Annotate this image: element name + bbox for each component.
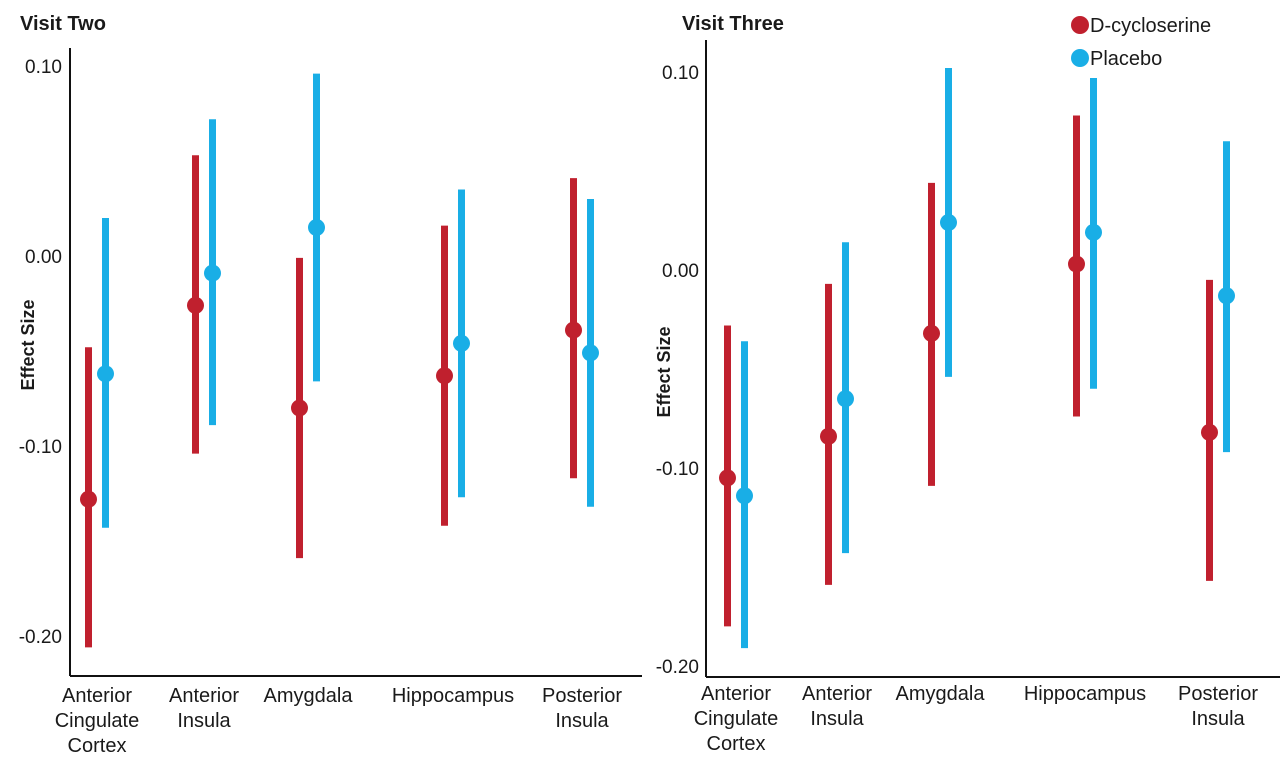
- data-point-dcycloserine: [291, 399, 308, 417]
- y-axis-label: Effect Size: [18, 299, 38, 390]
- data-point-dcycloserine: [80, 490, 97, 508]
- chart-panel-1: Visit Two Effect Size 0.10 0.00 -0.10 -0.20 An…: [18, 13, 642, 757]
- x-category-label: Posterior Insula: [542, 685, 622, 732]
- legend-marker: [1071, 16, 1089, 34]
- x-category-label: Anterior Cingulate Cortex: [55, 685, 140, 757]
- data-point-placebo: [1218, 287, 1235, 305]
- data-point-dcycloserine: [1068, 255, 1085, 273]
- data-point-dcycloserine: [187, 296, 204, 314]
- y-tick-label: 0.10: [662, 63, 699, 84]
- data-point-placebo: [1085, 223, 1102, 241]
- chart-title: Visit Three: [682, 13, 784, 35]
- x-category-label: Anterior Cingulate Cortex: [694, 683, 779, 755]
- legend-marker: [1071, 49, 1089, 67]
- data-point-placebo: [582, 344, 599, 362]
- y-tick-label: -0.20: [656, 657, 699, 678]
- legend-label: Placebo: [1090, 48, 1162, 70]
- data-point-dcycloserine: [1201, 423, 1218, 441]
- legend: D-cycloserine Placebo: [1071, 15, 1211, 70]
- x-category-label: Hippocampus: [1024, 683, 1146, 705]
- chart-title: Visit Two: [20, 13, 106, 35]
- y-tick-label: -0.20: [19, 627, 62, 648]
- data-point-dcycloserine: [719, 469, 736, 487]
- x-category-label: Amygdala: [264, 685, 354, 707]
- chart-panel-2: Visit Three Effect Size 0.10 0.00 -0.10 -0.20…: [654, 13, 1280, 755]
- legend-label: D-cycloserine: [1090, 15, 1211, 37]
- y-tick-label: 0.00: [662, 261, 699, 282]
- data-point-placebo: [97, 365, 114, 383]
- data-point-placebo: [736, 487, 753, 505]
- data-point-placebo: [453, 334, 470, 352]
- x-category-label: Hippocampus: [392, 685, 514, 707]
- data-point-placebo: [837, 390, 854, 408]
- x-category-label: Anterior Insula: [802, 683, 872, 730]
- data-point-dcycloserine: [820, 427, 837, 445]
- data-point-placebo: [204, 264, 221, 282]
- x-category-label: Posterior Insula: [1178, 683, 1258, 730]
- data-point-placebo: [308, 219, 325, 236]
- data-point-dcycloserine: [923, 324, 940, 342]
- y-axis-label: Effect Size: [654, 326, 674, 417]
- x-category-label: Amygdala: [896, 683, 986, 705]
- x-category-label: Anterior Insula: [169, 685, 239, 732]
- y-tick-label: -0.10: [19, 437, 62, 458]
- y-tick-label: 0.10: [25, 57, 62, 78]
- y-tick-label: 0.00: [25, 247, 62, 268]
- y-tick-label: -0.10: [656, 459, 699, 480]
- data-point-placebo: [940, 213, 957, 231]
- data-point-dcycloserine: [436, 367, 453, 385]
- data-point-dcycloserine: [565, 321, 582, 339]
